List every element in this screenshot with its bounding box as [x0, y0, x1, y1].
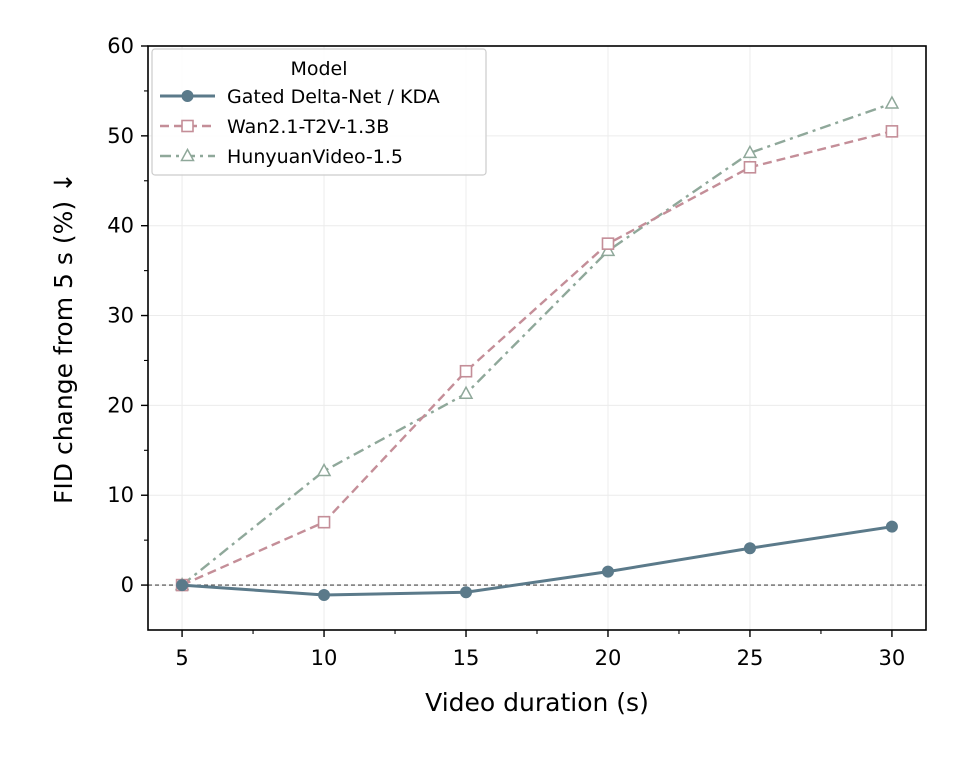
x-tick-label: 10	[311, 646, 338, 670]
y-tick-label: 30	[107, 304, 134, 328]
y-tick-label: 0	[121, 573, 134, 597]
legend-label: Gated Delta-Net / KDA	[227, 86, 440, 108]
data-point	[743, 542, 756, 555]
axes: 5 10 15 20 25 30 0 10 20 30 40 50 60	[107, 34, 905, 670]
legend-swatch-marker	[180, 147, 195, 162]
x-axis-label: Video duration (s)	[425, 688, 649, 717]
data-point	[885, 125, 899, 138]
series-line	[181, 525, 893, 597]
y-tick-label: 40	[107, 214, 134, 238]
y-axis-label: FID change from 5 s (%) ↓	[49, 172, 78, 504]
data-point	[317, 515, 331, 529]
x-tick-label: 25	[737, 646, 764, 670]
legend-item-1: Gated Delta-Net / KDA	[160, 86, 440, 108]
series-group	[174, 95, 900, 601]
data-point	[743, 160, 757, 174]
data-point	[742, 144, 758, 159]
legend-swatch-marker	[181, 119, 194, 133]
data-point	[316, 462, 332, 477]
legend: Model Gated Delta-Net / KDA Wan2.1-T2V-1.…	[151, 48, 487, 176]
data-point	[318, 588, 331, 601]
x-tick-label: 20	[595, 646, 622, 670]
data-point	[460, 586, 473, 599]
series-2	[175, 125, 899, 592]
y-tick-label: 10	[107, 483, 134, 507]
legend-title: Model	[290, 58, 347, 80]
legend-label: Wan2.1-T2V-1.3B	[227, 116, 389, 138]
y-tick-label: 50	[107, 124, 134, 148]
legend-item-2: Wan2.1-T2V-1.3B	[160, 116, 389, 138]
legend-item-3: HunyuanVideo-1.5	[160, 146, 403, 168]
legend-swatch-marker	[181, 90, 194, 102]
legend-items: Gated Delta-Net / KDA Wan2.1-T2V-1.3B Huny…	[160, 86, 440, 168]
legend-label: HunyuanVideo-1.5	[227, 146, 403, 168]
series-line	[181, 130, 893, 587]
data-point	[176, 579, 189, 592]
data-point	[884, 95, 900, 109]
series-1	[176, 520, 898, 601]
legend-box	[151, 48, 487, 176]
x-tick-label: 15	[453, 646, 480, 670]
data-point	[458, 385, 474, 399]
x-tick-label: 5	[175, 646, 188, 670]
y-tick-label: 20	[107, 393, 134, 417]
y-tick-label: 60	[107, 34, 134, 58]
series-line	[181, 102, 893, 587]
data-point	[601, 237, 615, 250]
x-tick-label: 30	[879, 646, 906, 670]
data-point	[459, 364, 473, 378]
data-point	[601, 565, 614, 578]
data-point	[885, 520, 898, 533]
